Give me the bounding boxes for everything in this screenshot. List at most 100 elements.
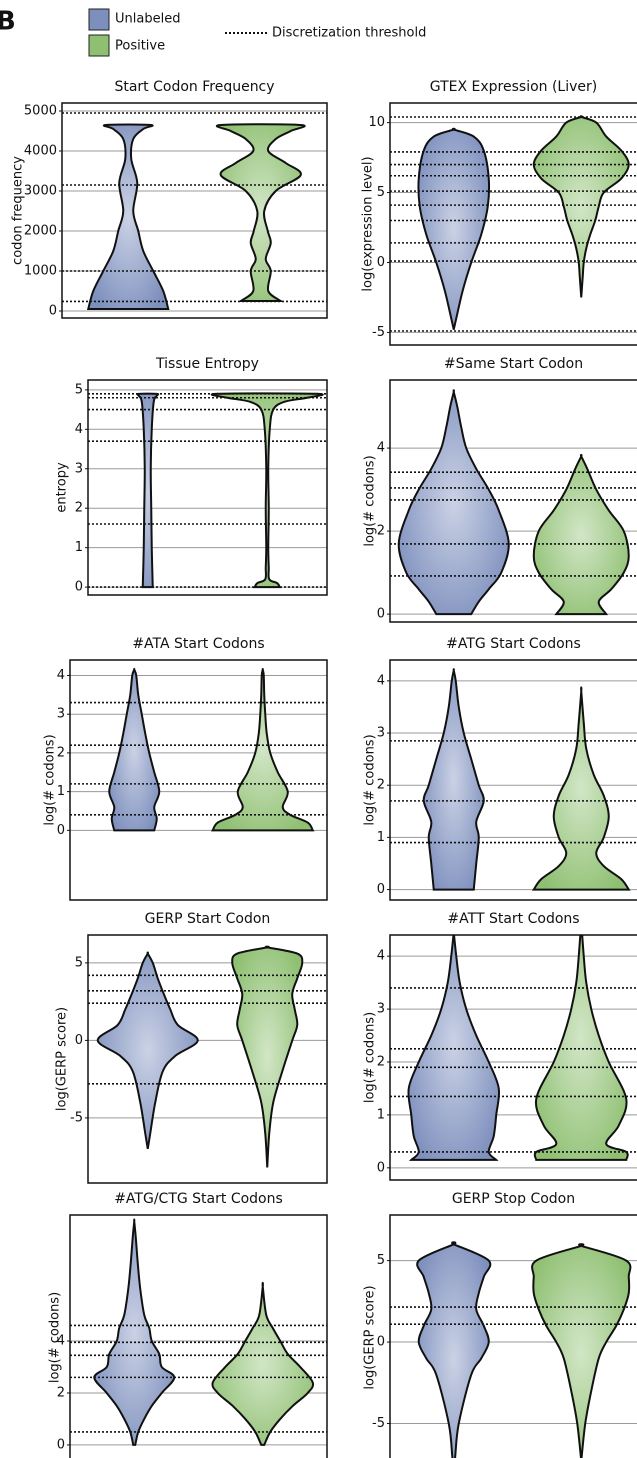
panel-title: GERP Start Codon [145, 911, 271, 927]
y-tick-label: 4 [57, 1334, 65, 1349]
panel: GTEX Expression (Liver) log(expression le… [361, 79, 637, 346]
y-tick-label: 0 [75, 1033, 83, 1048]
plot-frame [389, 379, 637, 623]
panel-title: GTEX Expression (Liver) [430, 79, 598, 95]
legend-swatch [88, 8, 110, 31]
legend-label: Discretization threshold [272, 26, 426, 41]
violin [86, 123, 170, 310]
violin [417, 127, 491, 330]
violin [532, 453, 630, 616]
y-tick-label: 2 [377, 524, 385, 539]
y-axis-label: log(# codons) [43, 734, 58, 825]
y-axis-label: log(# codons) [363, 1012, 378, 1103]
panel: #ATG Start Codons log(# codons) 0 1 2 3 4 [363, 636, 637, 901]
y-tick-label: 1 [377, 830, 385, 845]
violin [531, 686, 631, 891]
y-tick-label: 10 [368, 115, 385, 130]
y-tick-label: 1 [377, 1107, 385, 1122]
panel: #ATT Start Codons log(# codons) 0 1 2 3 4 [363, 911, 637, 1181]
y-axis-label: entropy [55, 462, 70, 513]
y-tick-label: 3 [57, 707, 65, 722]
plot-frame [87, 934, 328, 1184]
y-tick-label: 4 [75, 422, 83, 437]
panel-title: #ATT Start Codons [447, 911, 579, 927]
y-tick-label: 4 [57, 668, 65, 683]
panel-title: #ATA Start Codons [132, 636, 264, 652]
y-tick-label: 0 [57, 1437, 65, 1452]
panel-title: Start Codon Frequency [114, 79, 274, 95]
legend-label: Unlabeled [115, 12, 180, 27]
y-tick-label: 0 [75, 580, 83, 595]
violin [108, 667, 161, 832]
y-axis-label: log(# codons) [363, 734, 378, 825]
y-tick-label: 4 [377, 949, 385, 964]
y-axis-label: log(GERP score) [55, 1007, 70, 1111]
y-tick-label: -5 [70, 1110, 83, 1125]
violin [93, 1218, 176, 1446]
y-tick-label: 0 [377, 1160, 385, 1175]
violin [215, 123, 306, 302]
y-tick-label: 2000 [24, 224, 57, 239]
y-tick-label: 0 [377, 1335, 385, 1350]
y-tick-label: 0 [377, 882, 385, 897]
y-tick-label: -5 [372, 1416, 385, 1431]
y-axis-label: log(GERP score) [363, 1285, 378, 1389]
violin [136, 392, 160, 589]
panel-title: #ATG Start Codons [446, 636, 581, 652]
y-tick-label: 5 [75, 382, 83, 397]
panel: #ATG/CTG Start Codons log(# codons) 0 2 4 [48, 1191, 328, 1458]
violin [96, 951, 199, 1150]
violin [533, 935, 629, 1161]
y-tick-label: 3 [377, 1002, 385, 1017]
panel: Start Codon Frequency codon frequency 0 100… [11, 79, 328, 319]
violin [210, 667, 315, 832]
violin [210, 392, 324, 589]
plot-frame [389, 659, 637, 901]
y-tick-label: 5 [75, 955, 83, 970]
violin [407, 935, 501, 1161]
y-tick-label: 4000 [24, 144, 57, 159]
y-tick-label: 2 [57, 1385, 65, 1400]
y-tick-label: 0 [57, 823, 65, 838]
y-tick-label: 2 [75, 501, 83, 516]
y-tick-label: 4 [377, 673, 385, 688]
y-tick-label: 4 [377, 441, 385, 456]
violin [231, 945, 304, 1168]
y-axis-label: log(# codons) [363, 455, 378, 546]
plot-frame [87, 379, 328, 596]
plot-frame [61, 102, 328, 319]
panel: #ATA Start Codons log(# codons)0 1 2 3 4 [43, 636, 328, 901]
panel-title: Tissue Entropy [155, 356, 259, 372]
y-tick-label: -5 [372, 325, 385, 340]
plot-frame [389, 1214, 637, 1458]
panel: #Same Start Codon log(# codons) 0 2 4 [363, 356, 637, 623]
panel-title: GERP Stop Codon [452, 1191, 575, 1207]
panel-title: #Same Start Codon [444, 356, 583, 372]
panel: GERP Stop Codon log(GERP score) -5 0 5 [363, 1191, 637, 1458]
panel: GERP Start Codon log(GERP score)-5 0 5 [55, 911, 328, 1184]
y-tick-label: 1 [57, 784, 65, 799]
y-tick-label: 2 [377, 778, 385, 793]
y-tick-label: 3000 [24, 184, 57, 199]
y-tick-label: 1 [75, 540, 83, 555]
y-tick-label: 0 [377, 607, 385, 622]
violin [397, 389, 510, 616]
y-tick-label: 5000 [24, 104, 57, 119]
y-tick-label: 2 [377, 1054, 385, 1069]
panel-title: #ATG/CTG Start Codons [114, 1191, 283, 1207]
violin [422, 668, 485, 891]
y-tick-label: 3 [75, 461, 83, 476]
violin [416, 1241, 492, 1458]
panel-label: B [0, 7, 16, 37]
plot-frame [389, 102, 637, 346]
y-tick-label: 1000 [24, 264, 57, 279]
y-axis-label: codon frequency [11, 156, 26, 265]
legend-label: Positive [115, 39, 165, 54]
panel: Tissue Entropy entropy 0 1 2 3 4 5 [55, 356, 328, 596]
y-axis-label: log(# codons) [48, 1292, 63, 1383]
violin [531, 1243, 632, 1458]
y-tick-label: 0 [49, 304, 57, 319]
violin [211, 1281, 315, 1446]
